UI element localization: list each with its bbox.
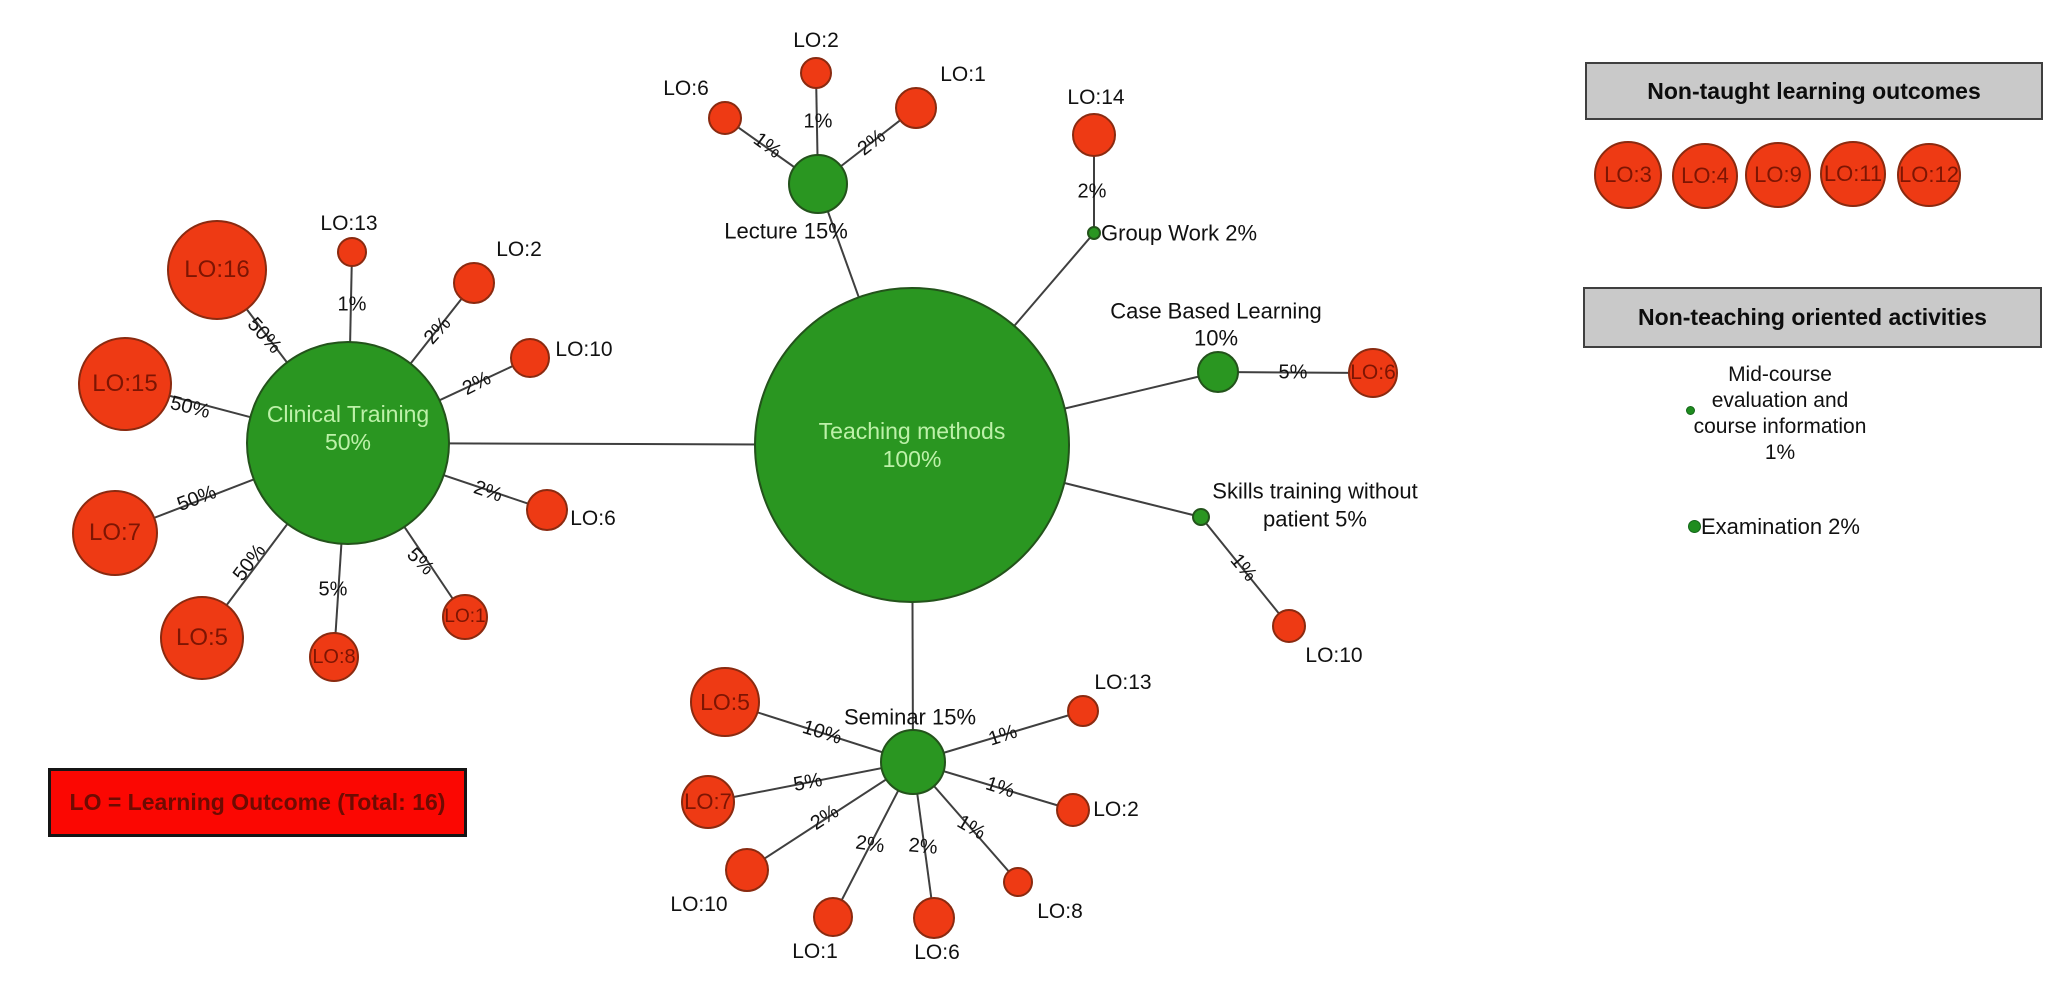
node-c-lo8-label: LO:8: [312, 645, 356, 668]
non-teaching-activities-title: Non-teaching oriented activities: [1638, 304, 1987, 330]
skills-label: Skills training without patient 5%: [1212, 478, 1418, 532]
node-c-lo13: [337, 237, 367, 267]
casebased-label: Case Based Learning: [1110, 298, 1322, 324]
seminar-lo2-label: LO:2: [1093, 797, 1139, 821]
clinical-lo10-label: LO:10: [555, 337, 613, 361]
node-s-lo13: [1067, 695, 1099, 727]
midcourse-activity-label: Mid-course evaluation and course informa…: [1680, 362, 1880, 466]
node-s-lo5: LO:5: [690, 667, 760, 737]
node-s-lo10: [725, 848, 769, 892]
edge-percentage-label: 1%: [337, 293, 367, 316]
node-c-lo16: LO:16: [167, 220, 267, 320]
node-c-lo1: LO:1: [442, 594, 488, 640]
node-s-lo8: [1003, 867, 1033, 897]
lecture-lo2-label: LO:2: [793, 28, 839, 52]
groupwork-lo14-label: LO:14: [1067, 85, 1125, 109]
lecture-lo1-label: LO:1: [940, 62, 986, 86]
edge-percentage-label: 1%: [803, 110, 833, 133]
node-l-lo6: [708, 101, 742, 135]
node-groupwork: [1087, 226, 1101, 240]
node-n-lo12-label: LO:12: [1899, 161, 1959, 187]
node-teaching: Teaching methods 100%: [754, 287, 1070, 603]
midcourse-line-1: Mid-course: [1728, 363, 1832, 386]
node-lecture: [788, 154, 848, 214]
groupwork-label: Group Work 2%: [1101, 220, 1258, 246]
node-c-lo8: LO:8: [309, 632, 359, 682]
node-l-lo2: [800, 57, 832, 89]
midcourse-dot: [1686, 406, 1695, 415]
seminar-lo1-label: LO:1: [792, 939, 838, 963]
node-c-lo15: LO:15: [78, 337, 172, 431]
node-c-lo6: [526, 489, 568, 531]
edge-percentage-label: 5%: [318, 578, 348, 601]
node-n-lo11-label: LO:11: [1823, 160, 1883, 186]
node-c-lo15-label: LO:15: [92, 370, 158, 398]
examination-activity-label: Examination 2%: [1701, 514, 1860, 539]
node-casebased: [1197, 351, 1239, 393]
non-teaching-activities-panel: Non-teaching oriented activities: [1583, 287, 2042, 348]
node-s-lo6: [913, 897, 955, 939]
clinical-lo2-label: LO:2: [496, 237, 542, 261]
edge-percentage-label: 2%: [1077, 180, 1107, 203]
non-taught-legend-panel: Non-taught learning outcomes: [1585, 62, 2043, 120]
node-seminar: [880, 729, 946, 795]
node-c-lo1-label: LO:1: [444, 606, 486, 628]
seminar-label: Seminar 15%: [843, 704, 977, 730]
node-teaching-label: Teaching methods 100%: [818, 417, 1006, 472]
midcourse-line-4: 1%: [1764, 441, 1796, 464]
node-clinical-label: Clinical Training 50%: [266, 400, 430, 455]
node-n-lo9: LO:9: [1745, 142, 1811, 208]
node-n-lo4-label: LO:4: [1681, 162, 1729, 188]
casebased-pct-label: 10%: [1193, 325, 1239, 351]
examination-dot: [1688, 520, 1701, 533]
node-n-lo9-label: LO:9: [1754, 161, 1802, 187]
node-c-lo5-label: LO:5: [175, 624, 229, 652]
edge-casebased-cb-lo6: [1217, 371, 1374, 374]
clinical-lo6-label: LO:6: [570, 506, 616, 530]
lecture-lo6-label: LO:6: [663, 76, 709, 100]
node-n-lo12: LO:12: [1897, 143, 1961, 207]
seminar-lo6-label: LO:6: [914, 940, 960, 964]
non-taught-legend-title: Non-taught learning outcomes: [1647, 77, 1981, 104]
node-c-lo7: LO:7: [72, 490, 158, 576]
node-cb-lo6-label: LO:6: [1350, 361, 1396, 385]
node-c-lo5: LO:5: [160, 596, 244, 680]
edge-percentage-label: 2%: [854, 831, 886, 858]
node-s-lo7: LO:7: [681, 775, 735, 829]
node-cb-lo6: LO:6: [1348, 348, 1398, 398]
node-n-lo4: LO:4: [1672, 143, 1738, 209]
node-c-lo10: [510, 338, 550, 378]
midcourse-line-2: evaluation and: [1711, 389, 1849, 412]
skills-lo10-label: LO:10: [1305, 643, 1363, 667]
node-skills: [1192, 508, 1210, 526]
node-s-lo2: [1056, 793, 1090, 827]
lo-definition-box: LO = Learning Outcome (Total: 16): [48, 768, 467, 837]
seminar-lo8-label: LO:8: [1037, 899, 1083, 923]
seminar-lo10-label: LO:10: [670, 892, 728, 916]
edge-seminar-s-lo7: [707, 761, 914, 803]
node-s-lo7-label: LO:7: [684, 788, 732, 814]
node-st-lo10: [1272, 609, 1306, 643]
lecture-label: Lecture 15%: [724, 218, 848, 244]
node-gw-lo14: [1072, 113, 1116, 157]
node-clinical: Clinical Training 50%: [246, 341, 450, 545]
node-c-lo2: [453, 262, 495, 304]
node-c-lo16-label: LO:16: [184, 256, 250, 284]
seminar-lo13-label: LO:13: [1094, 670, 1152, 694]
node-n-lo3-label: LO:3: [1604, 161, 1652, 187]
node-s-lo1: [813, 897, 853, 937]
node-s-lo5-label: LO:5: [700, 688, 750, 715]
midcourse-line-3: course information: [1693, 415, 1867, 438]
node-n-lo3: LO:3: [1594, 141, 1662, 209]
node-n-lo11: LO:11: [1820, 141, 1886, 207]
clinical-lo13-label: LO:13: [320, 211, 378, 235]
edge-skills-st-lo10: [1200, 516, 1290, 627]
edge-percentage-label: 2%: [907, 834, 939, 859]
node-l-lo1: [895, 87, 937, 129]
node-c-lo7-label: LO:7: [88, 519, 142, 547]
edge-percentage-label: 5%: [1278, 361, 1308, 384]
